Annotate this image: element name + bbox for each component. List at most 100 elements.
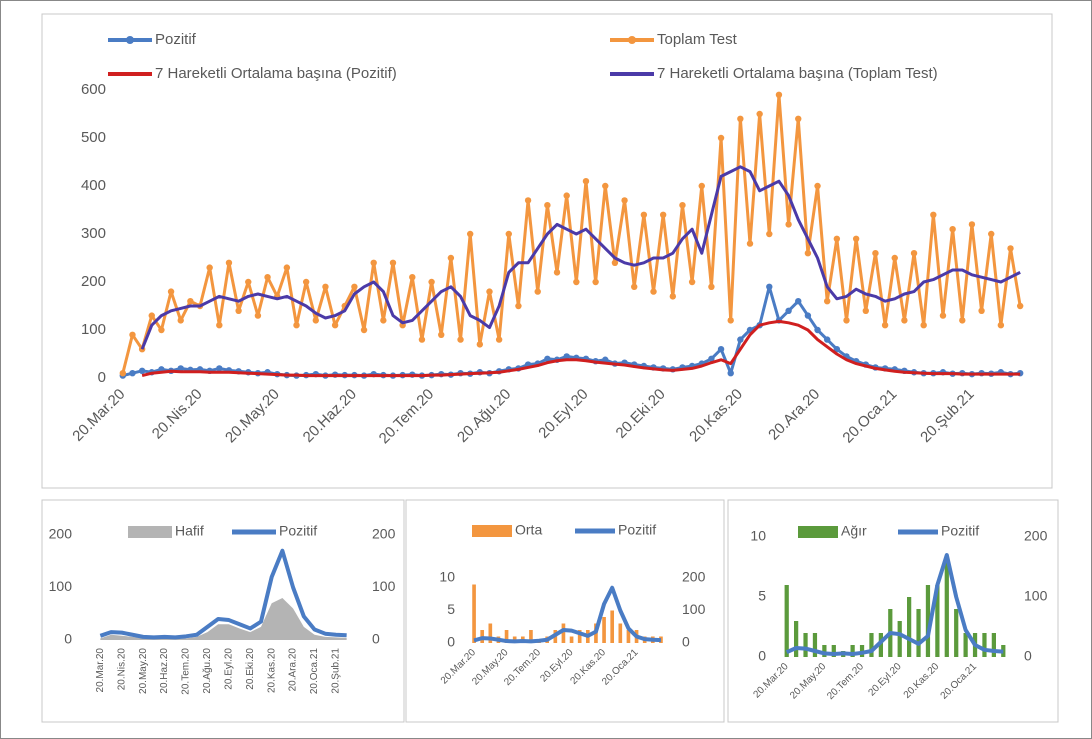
legend-marker bbox=[628, 36, 636, 44]
legend-label: Orta bbox=[515, 522, 542, 538]
marker bbox=[920, 322, 927, 329]
marker bbox=[901, 317, 908, 324]
y2-tick-label: 0 bbox=[1024, 648, 1032, 664]
marker bbox=[959, 317, 966, 324]
bar bbox=[504, 630, 509, 643]
marker bbox=[833, 346, 841, 353]
bar bbox=[878, 633, 883, 657]
marker bbox=[553, 269, 561, 276]
marker bbox=[766, 283, 773, 290]
marker bbox=[659, 211, 667, 218]
marker bbox=[505, 230, 512, 238]
marker bbox=[804, 250, 812, 257]
marker bbox=[698, 182, 705, 190]
panel-agir bbox=[727, 499, 1059, 723]
bar bbox=[784, 585, 789, 657]
bar bbox=[822, 645, 827, 657]
marker bbox=[862, 307, 869, 314]
marker bbox=[631, 283, 638, 290]
marker bbox=[360, 326, 368, 334]
marker bbox=[602, 356, 609, 363]
y-tick-label: 200 bbox=[49, 526, 73, 542]
x-tick-label: 20.Haz.20 bbox=[159, 648, 170, 694]
panel-hafif bbox=[41, 499, 405, 723]
marker bbox=[978, 307, 985, 314]
marker bbox=[823, 336, 831, 343]
marker bbox=[476, 341, 484, 348]
bar bbox=[561, 623, 566, 643]
marker bbox=[515, 302, 522, 310]
legend-label: Pozitif bbox=[155, 31, 197, 48]
marker bbox=[891, 254, 898, 262]
marker bbox=[814, 182, 821, 190]
y-tick-label: 0 bbox=[447, 634, 455, 650]
x-tick-label: 20.Ağu.20 bbox=[202, 648, 213, 694]
marker bbox=[785, 221, 792, 228]
marker bbox=[737, 115, 744, 123]
marker bbox=[466, 230, 474, 238]
marker bbox=[573, 278, 580, 286]
y-tick-label: 100 bbox=[49, 578, 73, 594]
x-tick-label: 20.Eyl.20 bbox=[223, 648, 234, 690]
marker bbox=[640, 211, 648, 218]
marker bbox=[235, 307, 242, 314]
marker bbox=[187, 298, 194, 305]
x-tick-label: 20.Tem.20 bbox=[181, 648, 192, 695]
bar bbox=[602, 617, 606, 643]
marker bbox=[727, 317, 734, 324]
marker bbox=[312, 317, 320, 324]
legend-label: Pozitif bbox=[941, 523, 979, 539]
y2-tick-label: 100 bbox=[682, 601, 706, 617]
bar bbox=[488, 623, 493, 643]
marker bbox=[495, 336, 503, 343]
marker bbox=[582, 178, 590, 185]
marker bbox=[717, 134, 725, 142]
marker bbox=[438, 331, 445, 338]
y-tick-label: 10 bbox=[439, 569, 455, 585]
marker bbox=[302, 278, 310, 286]
marker bbox=[264, 274, 271, 281]
marker bbox=[852, 235, 860, 242]
bar bbox=[794, 621, 799, 657]
marker bbox=[129, 370, 136, 377]
bar bbox=[954, 609, 959, 657]
bar bbox=[916, 609, 921, 657]
marker bbox=[823, 298, 831, 305]
y-tick-label: 200 bbox=[81, 273, 106, 290]
marker bbox=[872, 250, 879, 257]
bar bbox=[529, 630, 533, 643]
bar bbox=[569, 636, 574, 643]
y-tick-label: 600 bbox=[81, 81, 106, 98]
main-panel bbox=[41, 13, 1053, 489]
marker bbox=[293, 322, 300, 329]
bar bbox=[907, 597, 912, 657]
bar bbox=[869, 633, 874, 657]
legend-swatch bbox=[472, 525, 512, 537]
y2-tick-label: 200 bbox=[1024, 528, 1048, 544]
marker bbox=[988, 230, 995, 238]
bar bbox=[925, 585, 931, 657]
marker bbox=[283, 264, 291, 271]
legend-label: Pozitif bbox=[279, 523, 317, 539]
marker bbox=[968, 221, 976, 228]
marker bbox=[679, 202, 686, 209]
marker bbox=[602, 182, 609, 190]
legend-label: Pozitif bbox=[618, 522, 656, 538]
marker bbox=[1016, 302, 1024, 310]
marker bbox=[804, 312, 812, 319]
bar bbox=[963, 633, 968, 657]
line bbox=[785, 553, 1004, 656]
x-tick-label: 20.Mar.20 bbox=[95, 648, 106, 693]
marker bbox=[331, 322, 339, 329]
panel-orta bbox=[405, 499, 725, 723]
marker bbox=[708, 283, 715, 290]
legend-label: 7 Hareketli Ortalama başına (Pozitif) bbox=[155, 65, 397, 82]
marker bbox=[119, 370, 127, 377]
marker bbox=[650, 288, 657, 295]
bar bbox=[831, 645, 836, 657]
x-tick-label: 20.May.20 bbox=[138, 648, 149, 694]
marker bbox=[717, 346, 725, 353]
line bbox=[140, 165, 1021, 350]
marker bbox=[814, 326, 821, 334]
